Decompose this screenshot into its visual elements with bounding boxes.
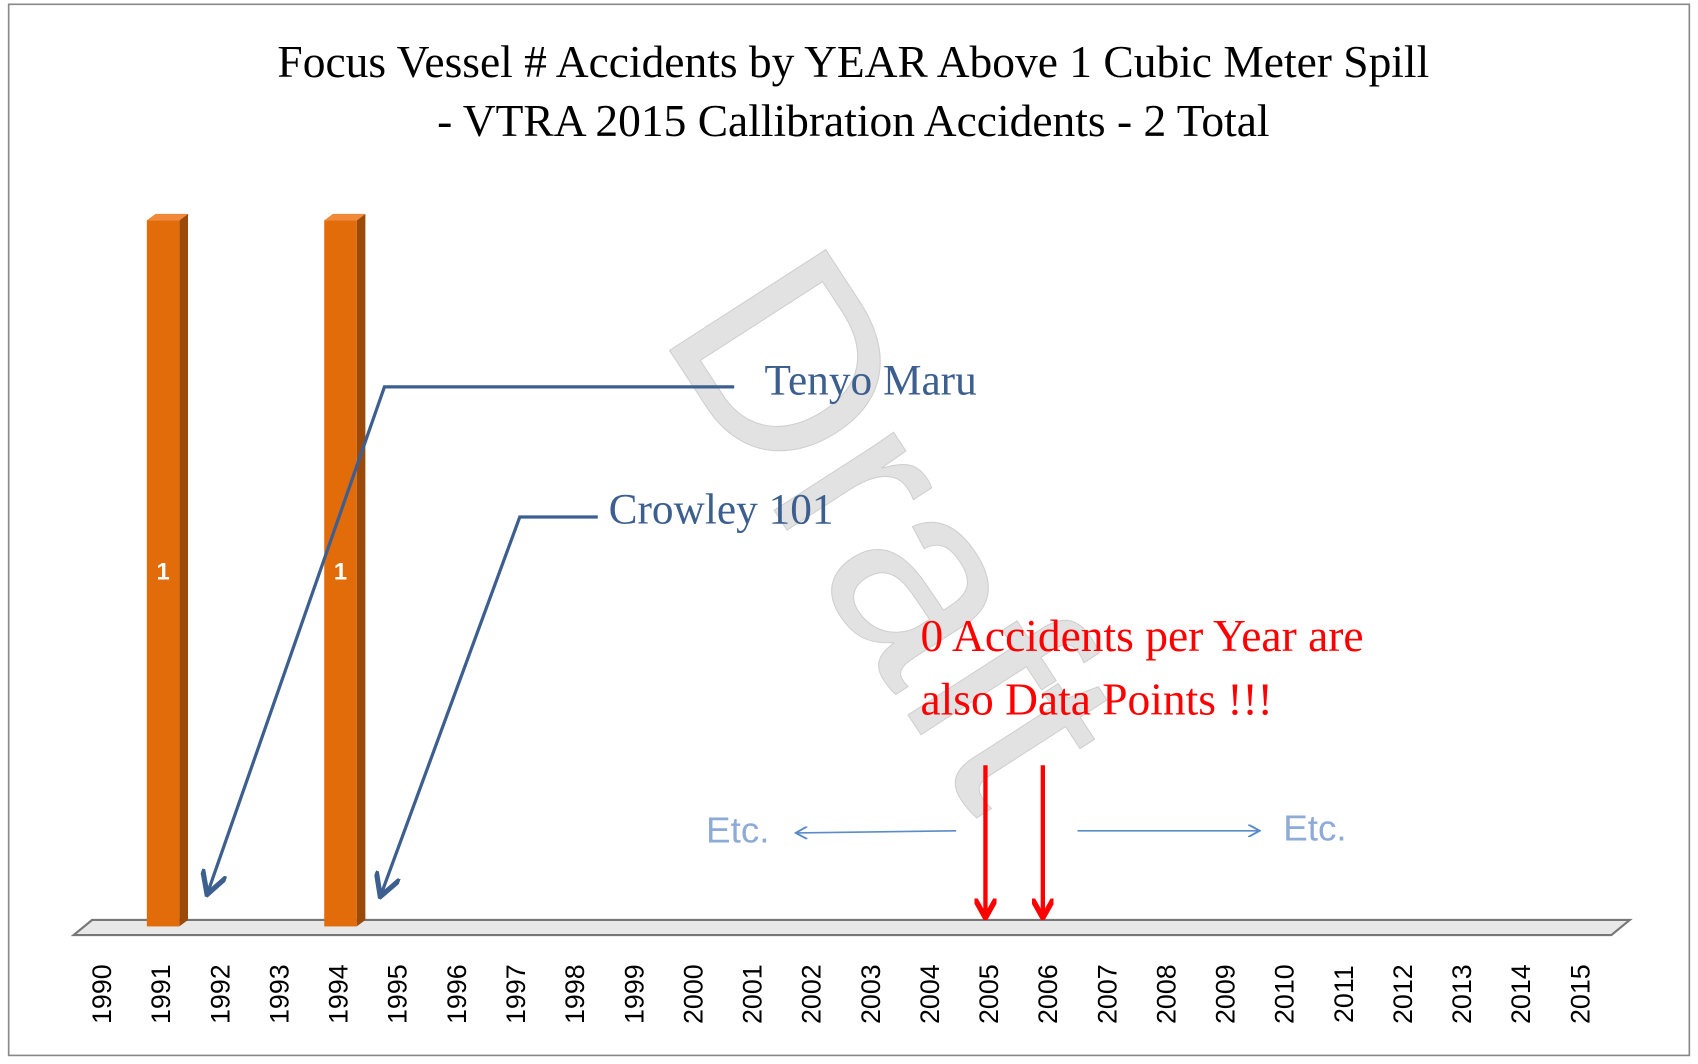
annotation-arrow bbox=[208, 385, 735, 892]
x-tick-label: 2009 bbox=[1210, 964, 1240, 1024]
bar bbox=[146, 220, 180, 927]
x-tick-label: 1992 bbox=[205, 964, 235, 1024]
x-tick-label: 2007 bbox=[1092, 964, 1122, 1024]
x-tick-label: 1997 bbox=[501, 964, 531, 1024]
bar bbox=[324, 220, 357, 927]
chart-subtitle: - VTRA 2015 Callibration Accidents - 2 T… bbox=[437, 96, 1269, 146]
x-tick-label: 2006 bbox=[1033, 964, 1063, 1024]
annotation-arrow bbox=[381, 515, 598, 894]
bar-top bbox=[324, 213, 366, 221]
x-tick-label: 2008 bbox=[1151, 964, 1181, 1024]
annotation: also Data Points !!! bbox=[920, 674, 1272, 724]
x-tick-label: 1996 bbox=[442, 964, 472, 1024]
bar-side bbox=[179, 213, 188, 927]
x-tick-label: 2010 bbox=[1270, 964, 1300, 1024]
x-tick-label: 1994 bbox=[324, 964, 354, 1024]
x-tick-label: 2004 bbox=[915, 964, 945, 1024]
annotation: Etc. bbox=[706, 810, 769, 851]
x-tick-label: 2005 bbox=[974, 964, 1004, 1024]
bar-top bbox=[146, 213, 188, 221]
x-tick-label: 1999 bbox=[619, 964, 649, 1024]
annotation: Crowley 101 bbox=[609, 487, 834, 534]
x-tick-label: 1995 bbox=[383, 964, 413, 1024]
x-tick-label: 1990 bbox=[87, 964, 117, 1024]
annotation: 0 Accidents per Year are bbox=[920, 611, 1363, 661]
data-label: 1 bbox=[334, 560, 347, 586]
annotation: Etc. bbox=[1283, 808, 1346, 849]
chart-border bbox=[7, 3, 1691, 1057]
x-tick-label: 2002 bbox=[797, 964, 827, 1024]
floor bbox=[70, 918, 1633, 937]
x-tick-label: 2011 bbox=[1329, 965, 1359, 1023]
x-tick-label: 1991 bbox=[146, 964, 176, 1024]
bar-side bbox=[356, 213, 366, 927]
annotation: Tenyo Maru bbox=[765, 358, 977, 405]
x-tick-label: 2013 bbox=[1447, 964, 1477, 1024]
x-tick-label: 1998 bbox=[560, 964, 590, 1024]
data-label: 1 bbox=[156, 560, 169, 586]
chart-title: Focus Vessel # Accidents by YEAR Above 1… bbox=[277, 37, 1429, 87]
x-tick-label: 2012 bbox=[1388, 964, 1418, 1024]
x-tick-label: 2015 bbox=[1565, 964, 1595, 1024]
x-tick-label: 2000 bbox=[678, 964, 708, 1024]
x-tick-label: 2003 bbox=[856, 964, 886, 1024]
x-tick-label: 1993 bbox=[264, 964, 294, 1024]
annotation-arrow bbox=[797, 831, 957, 833]
x-tick-label: 2014 bbox=[1506, 964, 1536, 1024]
x-tick-label: 2001 bbox=[737, 964, 767, 1024]
